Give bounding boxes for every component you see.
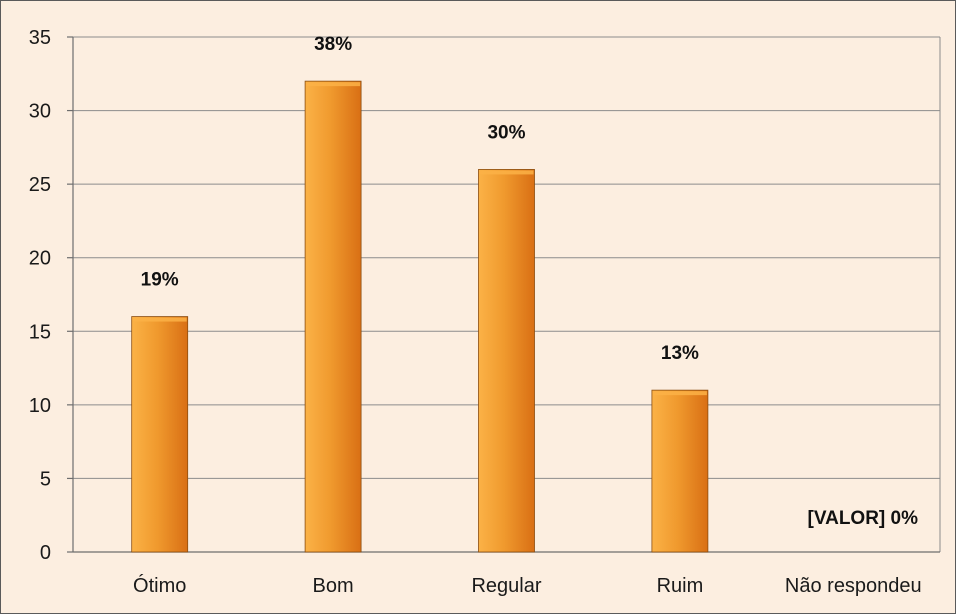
y-tick-label: 20 — [29, 248, 51, 270]
data-label: 30% — [487, 122, 525, 143]
data-label: [VALOR] 0% — [808, 508, 919, 529]
y-axis-ticks: 0 5 10 15 20 25 30 35 — [29, 27, 51, 564]
bar-highlight — [132, 317, 187, 322]
data-label: 38% — [314, 34, 352, 55]
x-tick-label: Ruim — [657, 575, 704, 597]
y-tick-label: 30 — [29, 101, 51, 123]
x-tick-label: Não respondeu — [785, 575, 922, 597]
y-tick-label: 5 — [40, 468, 51, 490]
y-tick-label: 15 — [29, 321, 51, 343]
bar — [651, 389, 709, 553]
y-tick-label: 0 — [40, 542, 51, 564]
data-label: 19% — [141, 270, 179, 291]
y-tick-label: 35 — [29, 27, 51, 49]
x-tick-label: Ótimo — [133, 574, 186, 597]
x-tick-label: Bom — [313, 575, 354, 597]
bar-highlight — [306, 82, 361, 87]
data-label: 13% — [661, 343, 699, 364]
bars — [131, 80, 709, 553]
bar — [304, 80, 362, 553]
data-labels: 19% 38% 30% 13% [VALOR] 0% — [141, 34, 918, 529]
x-axis-ticks: Ótimo Bom Regular Ruim Não respondeu — [133, 574, 922, 597]
bar-highlight — [479, 170, 534, 175]
bar-highlight — [652, 391, 707, 396]
y-tick-label: 25 — [29, 174, 51, 196]
bar — [131, 316, 189, 553]
y-tick-label: 10 — [29, 395, 51, 417]
x-tick-label: Regular — [471, 575, 541, 597]
bar — [478, 169, 535, 553]
